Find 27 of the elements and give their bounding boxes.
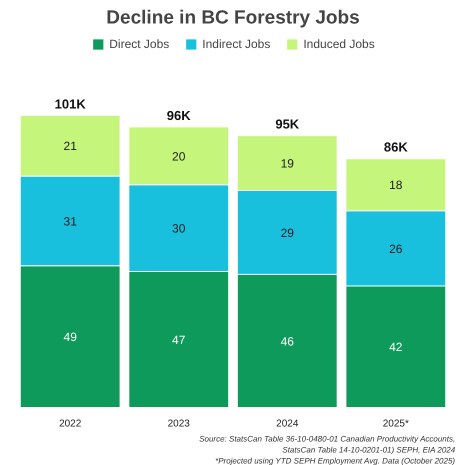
data-label: 31 <box>64 214 78 228</box>
data-label: 20 <box>172 149 186 164</box>
data-label: 26 <box>389 242 403 256</box>
source-note: Source: StatsCan Table 36-10-0480-01 Canadian Productivity Accounts, <box>199 434 456 444</box>
text: *Projected using YTD SEPH Employment Avg. Data (October 2025) <box>215 456 456 465</box>
data-label: 21 <box>64 139 78 154</box>
data-label: 47 <box>172 333 186 348</box>
x-tick-label: 2022 <box>59 418 82 430</box>
total-label: 101K <box>54 96 86 112</box>
legend-label: Indirect Jobs <box>202 37 270 51</box>
data-label: 49 <box>64 330 78 344</box>
x-tick-label: 2024 <box>276 418 299 430</box>
data-label: 19 <box>280 156 294 171</box>
data-label: 18 <box>389 178 403 192</box>
text: StatsCan Table 14-10-0201-01) SEPH, EIA 2024 <box>282 446 456 454</box>
x-tick-label: 2023 <box>168 418 190 430</box>
chart-title: Decline in BC Forestry Jobs <box>106 8 360 28</box>
legend-label: Direct Jobs <box>109 37 170 51</box>
data-label: 42 <box>389 340 403 354</box>
data-label: 29 <box>280 226 294 240</box>
data-label: 46 <box>280 334 294 348</box>
total-label: 95K <box>275 116 300 132</box>
total-label: 96K <box>166 108 192 123</box>
total-label: 86K <box>384 140 408 155</box>
data-label: 30 <box>172 222 186 236</box>
x-tick-label: 2025* <box>382 418 409 430</box>
legend-label: Induced Jobs <box>303 37 375 51</box>
